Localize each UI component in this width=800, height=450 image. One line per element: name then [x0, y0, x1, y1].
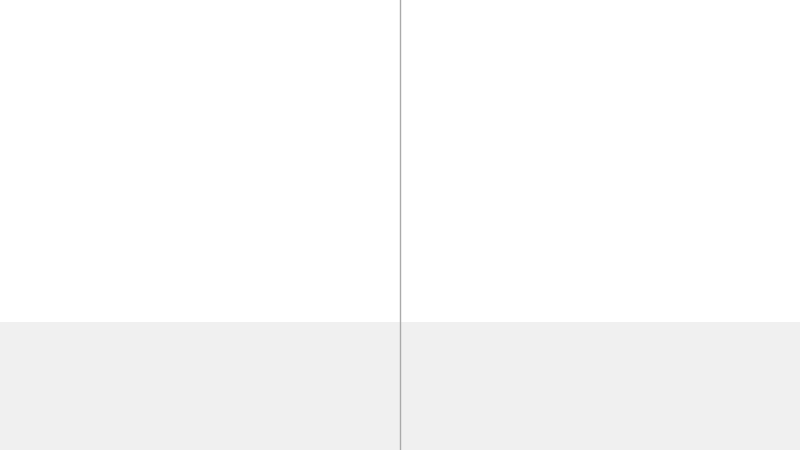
Text: CPU Specifications: CPU Specifications [410, 11, 534, 24]
Text: Processor Base Power: Processor Base Power [10, 279, 118, 289]
Text: 4.80 GHz: 4.80 GHz [240, 126, 286, 136]
Text: # of Performance-cores: # of Performance-cores [410, 60, 528, 70]
Text: ?: ? [48, 40, 52, 45]
Text: Total Cores: Total Cores [410, 38, 464, 48]
Text: 20 MB Intel® Smart Cache: 20 MB Intel® Smart Cache [640, 235, 774, 245]
Text: Max Turbo Frequency: Max Turbo Frequency [10, 126, 116, 136]
Text: Total Threads: Total Threads [10, 104, 76, 114]
Text: Cache: Cache [10, 235, 41, 245]
Text: 11.5 MB: 11.5 MB [240, 257, 281, 267]
Text: ?: ? [470, 128, 474, 133]
Text: ?: ? [454, 106, 457, 111]
Text: Efficient-core Base Frequency: Efficient-core Base Frequency [410, 213, 558, 223]
Text: 6: 6 [240, 60, 246, 70]
Text: 9.5 MB: 9.5 MB [640, 257, 674, 267]
Text: Performance-core Max Turbo Frequency: Performance-core Max Turbo Frequency [10, 148, 207, 157]
Text: Performance-core Max Turbo Frequency: Performance-core Max Turbo Frequency [410, 148, 607, 157]
Text: Total Threads: Total Threads [410, 104, 476, 114]
Text: ?: ? [116, 150, 120, 155]
Text: Cache: Cache [410, 235, 441, 245]
Text: 65 W: 65 W [640, 279, 666, 289]
Text: ?: ? [448, 40, 452, 45]
Text: 65 W: 65 W [240, 279, 266, 289]
Text: Efficient-core Max Turbo Frequency: Efficient-core Max Turbo Frequency [10, 170, 185, 180]
Text: 4.60 GHz: 4.60 GHz [640, 148, 686, 157]
Text: 148 W: 148 W [640, 301, 672, 311]
Text: Total Cores: Total Cores [10, 38, 64, 48]
Text: Max Turbo Frequency: Max Turbo Frequency [410, 126, 516, 136]
Text: 2.50 GHz: 2.50 GHz [240, 191, 286, 202]
Text: Processor Base Power: Processor Base Power [410, 279, 518, 289]
Text: ?: ? [54, 106, 57, 111]
Text: ?: ? [432, 238, 435, 243]
Text: 24 MB Intel® Smart Cache: 24 MB Intel® Smart Cache [240, 235, 374, 245]
Text: Maximum Turbo Power: Maximum Turbo Power [410, 301, 522, 311]
Text: CPU Specifications: CPU Specifications [10, 11, 134, 24]
Text: 3.30 GHz: 3.30 GHz [640, 170, 686, 180]
Text: Total L2 Cache: Total L2 Cache [10, 257, 82, 267]
Text: ?: ? [516, 150, 520, 155]
Text: 20: 20 [240, 104, 253, 114]
Text: # of Efficient-cores: # of Efficient-cores [410, 82, 506, 92]
Text: ?: ? [70, 128, 74, 133]
Text: 4: 4 [640, 82, 646, 92]
Text: ?: ? [32, 238, 35, 243]
Text: Core i5-13400: Core i5-13400 [447, 364, 753, 402]
Text: Core i5-13500: Core i5-13500 [47, 364, 353, 402]
Text: 6: 6 [640, 60, 646, 70]
Text: 3.50 GHz: 3.50 GHz [240, 170, 286, 180]
Text: Efficient-core Max Turbo Frequency: Efficient-core Max Turbo Frequency [410, 170, 585, 180]
Text: ?: ? [473, 282, 476, 287]
Text: 154 W: 154 W [240, 301, 272, 311]
Text: 4.60 GHz: 4.60 GHz [640, 126, 686, 136]
Text: ?: ? [510, 172, 514, 177]
Text: 8: 8 [240, 82, 246, 92]
Text: 1.80 GHz: 1.80 GHz [240, 213, 286, 223]
Text: ?: ? [73, 282, 76, 287]
Text: 14: 14 [240, 38, 253, 48]
Text: # of Performance-cores: # of Performance-cores [10, 60, 128, 70]
Text: Maximum Turbo Power: Maximum Turbo Power [10, 301, 122, 311]
Text: # of Efficient-cores: # of Efficient-cores [10, 82, 106, 92]
Text: 1.80 GHz: 1.80 GHz [640, 213, 686, 223]
Text: Total L2 Cache: Total L2 Cache [410, 257, 482, 267]
Text: ?: ? [70, 303, 74, 308]
Text: 4.80 GHz: 4.80 GHz [240, 148, 286, 157]
Text: Efficient-core Base Frequency: Efficient-core Base Frequency [10, 213, 158, 223]
Text: Performance-core Base Frequency: Performance-core Base Frequency [10, 191, 181, 202]
Text: 2.50 GHz: 2.50 GHz [640, 191, 686, 202]
Text: ?: ? [110, 172, 114, 177]
Text: 16: 16 [640, 104, 653, 114]
Text: 10: 10 [640, 38, 653, 48]
Text: ?: ? [470, 303, 474, 308]
Text: Performance-core Base Frequency: Performance-core Base Frequency [410, 191, 581, 202]
